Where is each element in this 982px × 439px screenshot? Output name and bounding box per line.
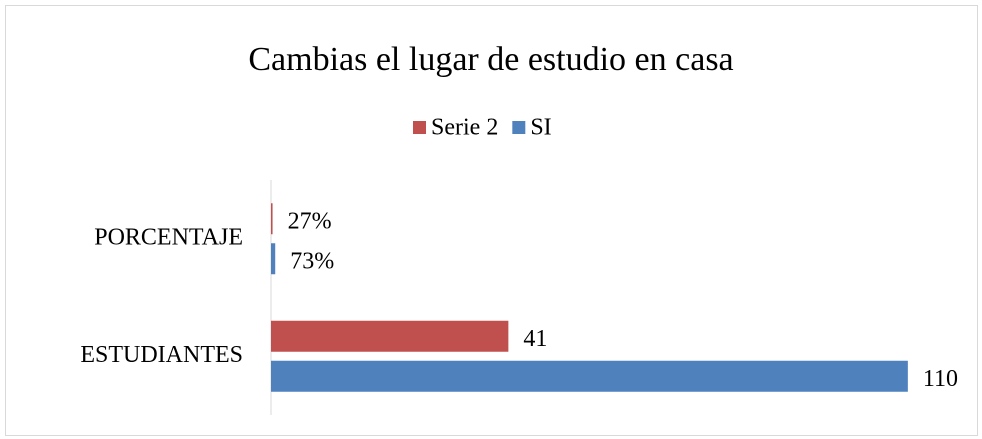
- y-tick-label: PORCENTAJE: [94, 224, 243, 250]
- chart-title: Cambias el lugar de estudio en casa: [248, 41, 733, 78]
- data-label: 41: [523, 326, 547, 352]
- data-label: 110: [923, 366, 958, 392]
- legend-swatch: [512, 121, 526, 134]
- bar: [271, 360, 908, 392]
- legend-swatch: [413, 121, 426, 134]
- legend-label: Serie 2: [431, 115, 498, 141]
- data-label: 27%: [288, 208, 332, 234]
- y-tick-label: ESTUDIANTES: [80, 342, 243, 368]
- bar: [271, 243, 276, 275]
- bar: [271, 203, 273, 235]
- legend-label: SI: [530, 115, 551, 141]
- data-label: 73%: [290, 248, 334, 274]
- legend: Serie 2 SI: [413, 115, 552, 141]
- bar: [271, 320, 509, 352]
